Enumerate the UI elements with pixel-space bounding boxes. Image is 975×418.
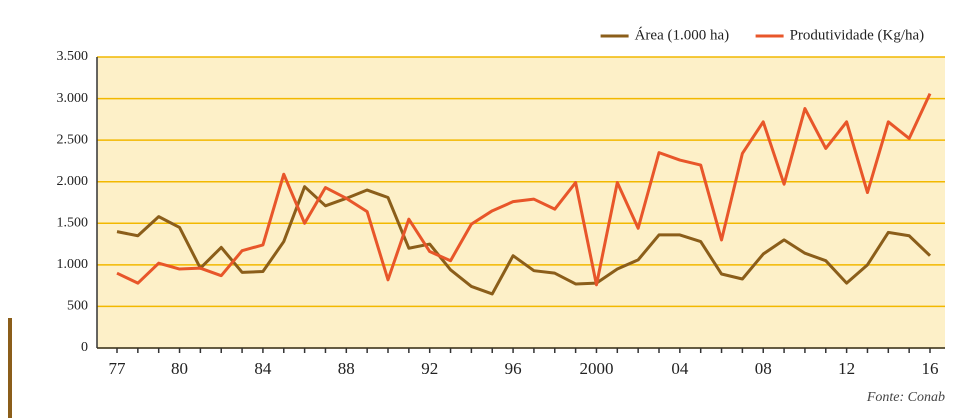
x-tick-label: 84 bbox=[254, 359, 272, 378]
x-tick-label: 12 bbox=[838, 359, 855, 378]
plot-area bbox=[97, 57, 945, 348]
x-tick-label: 92 bbox=[421, 359, 438, 378]
x-tick-label: 77 bbox=[109, 359, 127, 378]
x-tick-label: 96 bbox=[505, 359, 522, 378]
series-line bbox=[116, 185, 932, 296]
y-tick-label: 2.500 bbox=[57, 132, 89, 147]
y-tick-label: 2.000 bbox=[57, 174, 89, 189]
y-tick-label: 1.000 bbox=[57, 257, 89, 272]
x-tick-label: 08 bbox=[755, 359, 772, 378]
y-tick-label: 1.500 bbox=[57, 216, 89, 231]
y-tick-label: 500 bbox=[67, 299, 88, 314]
x-tick-label: 88 bbox=[338, 359, 355, 378]
y-tick-label: 3.000 bbox=[57, 91, 89, 106]
series-line bbox=[116, 92, 932, 287]
decor-bar bbox=[8, 318, 12, 418]
source: Fonte: Conab bbox=[866, 390, 945, 405]
x-tick-label: 16 bbox=[922, 359, 939, 378]
y-tick-label: 3.500 bbox=[57, 49, 89, 64]
x-tick-label: 80 bbox=[171, 359, 188, 378]
y-tick-label: 0 bbox=[81, 340, 88, 355]
legend-label: Produtividade (Kg/ha) bbox=[790, 27, 925, 43]
x-tick-label: 04 bbox=[671, 359, 689, 378]
legend-label: Área (1.000 ha) bbox=[635, 26, 730, 43]
x-tick-label: 2000 bbox=[579, 359, 613, 378]
